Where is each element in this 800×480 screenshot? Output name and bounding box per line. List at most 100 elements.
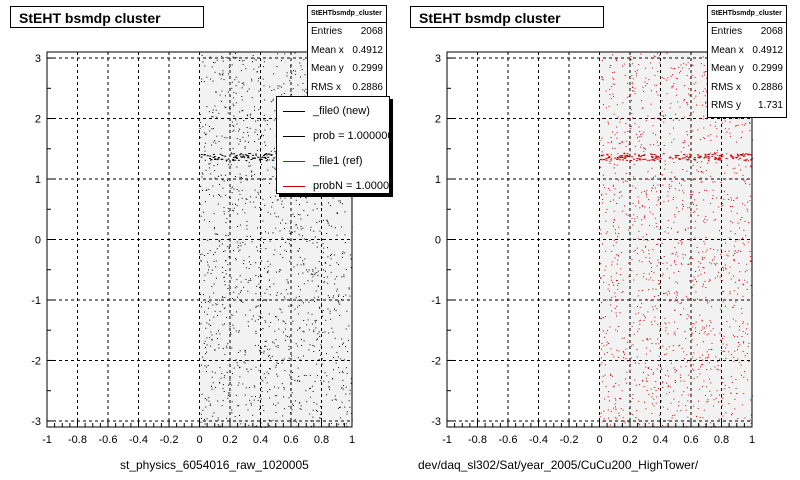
data-point <box>246 228 248 230</box>
data-point <box>664 231 666 233</box>
data-point <box>612 147 614 149</box>
data-point <box>205 124 206 126</box>
data-point <box>264 120 266 122</box>
data-point <box>200 215 202 217</box>
data-point <box>678 211 680 212</box>
data-point <box>607 330 609 331</box>
data-point <box>632 224 634 226</box>
data-point <box>742 174 744 176</box>
data-point <box>235 52 236 54</box>
data-point <box>247 281 249 283</box>
data-point <box>214 62 216 64</box>
data-point <box>256 134 258 136</box>
data-point <box>211 144 212 146</box>
data-point <box>217 175 219 177</box>
data-point <box>631 217 633 219</box>
data-point <box>651 154 654 156</box>
data-point <box>616 418 618 420</box>
data-point <box>250 264 252 265</box>
data-point <box>247 409 249 411</box>
data-point <box>686 75 688 76</box>
data-point <box>695 330 696 332</box>
data-point <box>272 98 274 100</box>
data-point <box>346 372 348 374</box>
data-point <box>693 159 696 160</box>
data-point <box>651 190 652 192</box>
data-point <box>218 330 219 332</box>
data-point <box>637 422 639 424</box>
data-point <box>665 323 667 325</box>
data-point <box>615 408 617 410</box>
data-point <box>687 154 689 156</box>
data-point <box>336 276 338 278</box>
data-point <box>251 175 252 177</box>
data-point <box>290 339 292 341</box>
data-point <box>699 166 701 168</box>
data-point <box>662 345 664 347</box>
data-point <box>299 248 300 249</box>
data-point <box>602 174 604 176</box>
data-point <box>261 317 263 319</box>
data-point <box>277 402 279 404</box>
data-point <box>244 140 246 142</box>
data-point <box>716 149 718 151</box>
data-point <box>652 372 654 374</box>
data-point <box>646 390 648 391</box>
data-point <box>263 66 265 68</box>
data-point <box>705 424 707 425</box>
data-point <box>688 93 690 95</box>
data-point <box>601 76 603 78</box>
data-point <box>297 345 298 347</box>
data-point <box>673 367 675 369</box>
data-point <box>336 234 338 236</box>
data-point <box>735 141 737 143</box>
data-point <box>334 283 336 285</box>
data-point <box>629 141 631 142</box>
data-point <box>715 218 717 220</box>
data-point <box>213 155 216 157</box>
data-point <box>694 237 696 239</box>
data-point <box>747 241 749 243</box>
data-point <box>322 252 324 254</box>
x-tick-label: 1 <box>349 434 355 446</box>
data-point <box>345 423 347 425</box>
data-point <box>600 412 602 414</box>
data-point <box>674 382 676 383</box>
data-point <box>240 181 242 183</box>
data-point <box>317 274 319 276</box>
data-point <box>284 53 286 55</box>
data-point <box>211 371 213 373</box>
data-point <box>299 327 301 329</box>
data-point <box>219 245 221 247</box>
data-point <box>643 154 646 156</box>
data-point <box>323 269 324 271</box>
data-point <box>259 405 261 407</box>
data-point <box>290 223 292 225</box>
data-point <box>224 106 226 108</box>
data-point <box>650 90 652 92</box>
data-point <box>306 269 307 271</box>
data-point <box>649 207 650 209</box>
data-point <box>602 79 604 81</box>
data-point <box>721 178 722 180</box>
data-point <box>667 386 669 388</box>
data-point <box>640 319 642 321</box>
data-point <box>621 210 623 212</box>
data-point <box>674 216 676 218</box>
data-point <box>282 257 284 258</box>
data-point <box>227 112 229 114</box>
data-point <box>691 326 693 328</box>
data-point <box>200 137 202 139</box>
data-point <box>319 307 321 309</box>
data-point <box>298 234 300 236</box>
data-point <box>743 284 745 286</box>
data-point <box>676 94 678 96</box>
data-point <box>706 77 708 79</box>
data-point <box>224 137 226 139</box>
data-point <box>651 403 653 405</box>
data-point <box>695 82 697 84</box>
data-point <box>648 79 650 81</box>
data-point <box>631 63 633 65</box>
data-point <box>238 245 240 247</box>
data-point <box>695 291 697 293</box>
